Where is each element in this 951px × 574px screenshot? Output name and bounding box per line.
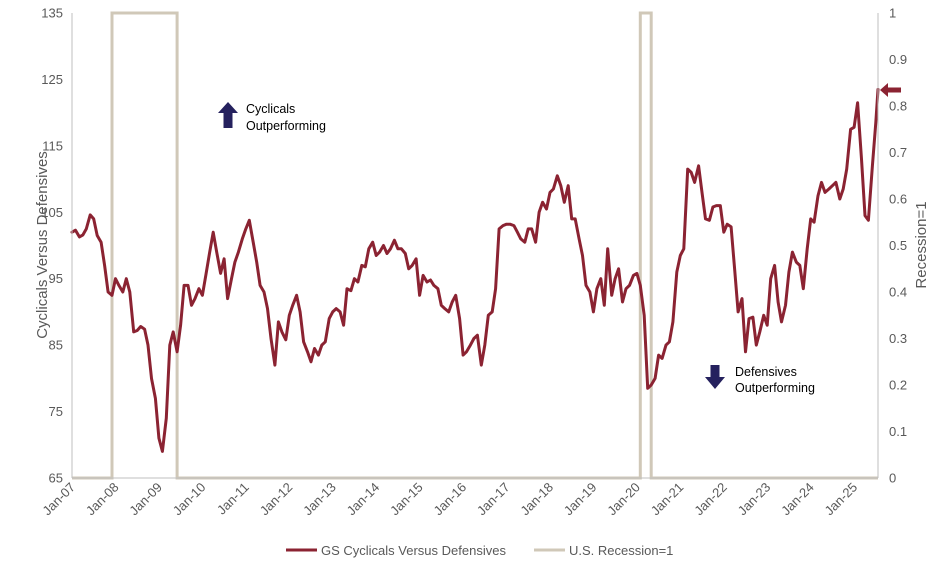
y-tick-label: 95 [49, 271, 63, 286]
x-tick-label: Jan-09 [126, 480, 165, 519]
x-tick-label: Jan-20 [604, 480, 643, 519]
y2-tick-label: 0.3 [889, 331, 907, 346]
y2-tick-label: 0.6 [889, 192, 907, 207]
y2-tick-label: 0.8 [889, 99, 907, 114]
cyclicals-series-layer [70, 87, 880, 453]
y2-tick-label: 1 [889, 6, 896, 21]
y2-tick-label: 0 [889, 471, 896, 486]
annotation-line: Outperforming [735, 381, 815, 395]
x-tick-label: Jan-10 [170, 480, 209, 519]
y-tick-label: 125 [41, 72, 63, 87]
x-tick-label: Jan-22 [691, 480, 730, 519]
recession-line [72, 11, 878, 480]
y2-tick-label: 0.5 [889, 238, 907, 253]
left-axis-title: Cyclicals Versus Defensives [34, 151, 51, 339]
x-tick-label: Jan-13 [300, 480, 339, 519]
left-y-tick-labels: 65 75 85 95 105 115 125 135 [41, 6, 63, 486]
cyclicals-vs-defensives-line [70, 87, 880, 453]
y2-tick-label: 0.4 [889, 285, 907, 300]
defensives-outperforming-annotation: Defensives Outperforming [705, 365, 815, 395]
y2-tick-label: 0.1 [889, 424, 907, 439]
y-tick-label: 75 [49, 404, 63, 419]
y-tick-label: 85 [49, 338, 63, 353]
legend-label: U.S. Recession=1 [569, 543, 673, 558]
cyclicals-outperforming-annotation: Cyclicals Outperforming [218, 102, 326, 133]
legend: GS Cyclicals Versus Defensives U.S. Rece… [286, 543, 673, 558]
x-tick-label: Jan-25 [822, 480, 861, 519]
x-tick-label: Jan-12 [257, 480, 296, 519]
annotation-line: Cyclicals [246, 102, 295, 116]
y2-tick-label: 0.9 [889, 52, 907, 67]
y-tick-label: 115 [42, 138, 63, 153]
x-tick-label: Jan-15 [387, 480, 426, 519]
x-tick-label: Jan-17 [474, 480, 513, 519]
x-tick-label: Jan-16 [431, 480, 470, 519]
recession-series-layer [72, 11, 878, 480]
x-tick-labels: Jan-07 Jan-08 Jan-09 Jan-10 Jan-11 Jan-12 Jan-… [39, 480, 860, 519]
x-tick-label: Jan-14 [344, 480, 383, 519]
down-arrow-icon [705, 365, 725, 389]
right-y-tick-labels: 0 0.1 0.2 0.3 0.4 0.5 0.6 0.7 0.8 0.9 1 [889, 6, 907, 486]
y-tick-label: 135 [41, 6, 63, 21]
x-tick-label: Jan-21 [648, 480, 687, 519]
annotation-line: Defensives [735, 365, 797, 379]
legend-label: GS Cyclicals Versus Defensives [321, 543, 506, 558]
right-axis-title: Recession=1 [913, 201, 930, 288]
up-arrow-icon [218, 102, 238, 128]
y-tick-label: 105 [41, 205, 63, 220]
x-tick-label: Jan-19 [561, 480, 600, 519]
x-tick-label: Jan-24 [778, 480, 817, 519]
x-tick-label: Jan-11 [214, 480, 252, 518]
y2-tick-label: 0.7 [889, 145, 907, 160]
y2-tick-label: 0.2 [889, 378, 907, 393]
x-tick-label: Jan-18 [517, 480, 556, 519]
axes [71, 13, 879, 479]
y-tick-label: 65 [49, 471, 63, 486]
annotation-line: Outperforming [246, 119, 326, 133]
x-tick-label: Jan-08 [83, 480, 122, 519]
latest-value-arrow-icon [880, 83, 901, 97]
x-tick-label: Jan-23 [735, 480, 774, 519]
